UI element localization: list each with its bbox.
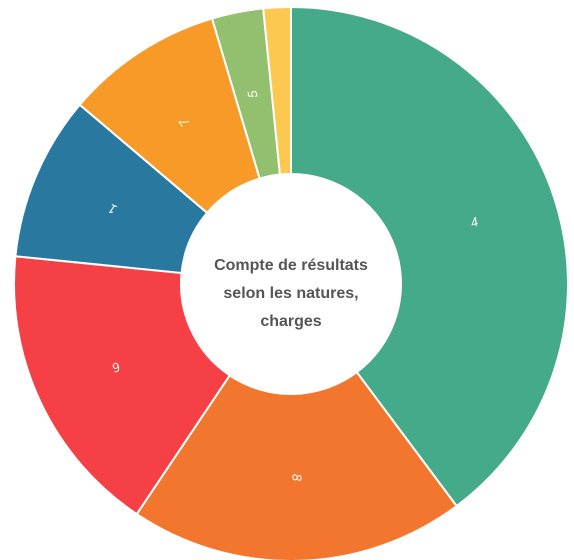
slice-label: 4	[469, 214, 481, 231]
slice	[135, 370, 459, 560]
slice	[290, 5, 569, 508]
slice	[262, 5, 292, 176]
center-title: Compte de résultats	[214, 257, 368, 274]
slice	[13, 255, 232, 516]
slice-label: 8	[289, 474, 304, 482]
slice-label: 5	[244, 89, 260, 100]
center-title: charges	[260, 313, 321, 330]
center-title: selon les natures,	[223, 285, 358, 302]
slice	[14, 103, 209, 275]
